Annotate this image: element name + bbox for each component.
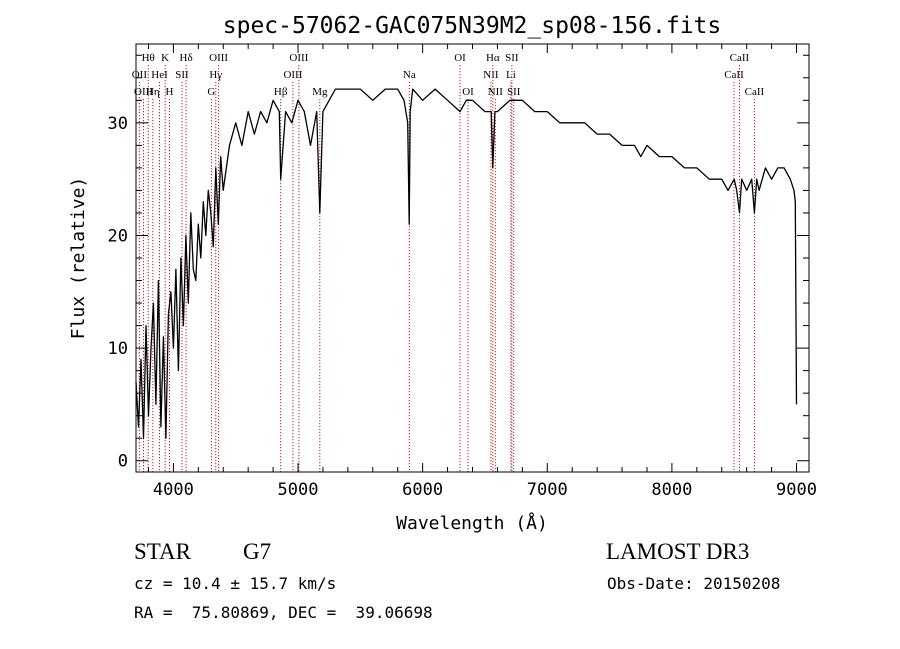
marker-label: Na	[403, 69, 416, 81]
survey-name: LAMOST DR3	[606, 539, 750, 564]
coordinates: RA = 75.80869, DEC = 39.06698	[134, 603, 433, 622]
marker-label: OII	[132, 69, 148, 81]
marker-label: Hη	[146, 86, 160, 98]
redshift-value: cz = 10.4 ± 15.7 km/s	[134, 574, 337, 593]
y-tick-label: 20	[108, 226, 128, 246]
marker-label: NII	[483, 69, 499, 81]
marker-label: Hα	[486, 52, 500, 64]
x-tick-label: 6000	[402, 480, 443, 500]
y-tick-label: 0	[118, 452, 128, 472]
chart-title: spec-57062-GAC075N39M2_sp08-156.fits	[223, 13, 722, 39]
spectrum-line-flux	[135, 88, 798, 439]
x-axis-label: Wavelength (Å)	[396, 512, 548, 534]
y-axis-label: Flux (relative)	[68, 177, 89, 340]
marker-label: OIII	[289, 52, 308, 64]
object-subclass: G7	[243, 539, 272, 564]
marker-label: G	[207, 86, 215, 98]
marker-label: Hθ	[142, 52, 155, 64]
y-tick-label: 10	[108, 339, 128, 359]
marker-label: NII	[488, 86, 504, 98]
marker-label: OIII	[283, 69, 302, 81]
marker-label: CaII	[730, 52, 750, 64]
x-tick-label: 5000	[278, 480, 319, 500]
marker-label: K	[161, 52, 169, 64]
marker-label: H	[166, 86, 174, 98]
object-class: STAR	[134, 539, 191, 564]
x-tick-label: 9000	[776, 480, 817, 500]
marker-label: Hγ	[209, 69, 222, 81]
spectral-line-markers: HθOIIOIIIHηHeIKHSIIHδGHγOIIIHβOIIIOIIIMg…	[132, 52, 765, 472]
marker-label: SII	[175, 69, 189, 81]
marker-label: OI	[462, 86, 474, 98]
marker-label: OIII	[209, 52, 228, 64]
marker-label: CaII	[724, 69, 744, 81]
marker-label: SII	[505, 52, 519, 64]
marker-label: HeI	[151, 69, 168, 81]
marker-label: Li	[506, 69, 516, 81]
y-tick-label: 30	[108, 114, 128, 134]
axis-ticks: 4000 5000 6000 7000 8000 9000 0 10 20 30	[108, 44, 817, 500]
plot-frame	[135, 43, 810, 473]
x-tick-label: 4000	[153, 480, 194, 500]
plot-area	[135, 88, 798, 439]
x-tick-label: 7000	[527, 480, 568, 500]
marker-label: Hδ	[180, 52, 193, 64]
marker-label: CaII	[745, 86, 765, 98]
marker-label: SII	[507, 86, 521, 98]
x-tick-label: 8000	[651, 480, 692, 500]
marker-label: Hβ	[274, 86, 288, 98]
observation-date: Obs-Date: 20150208	[607, 574, 781, 593]
marker-label: Mg	[312, 86, 328, 98]
marker-label: OI	[454, 52, 466, 64]
marker-label: OIII	[134, 86, 153, 98]
